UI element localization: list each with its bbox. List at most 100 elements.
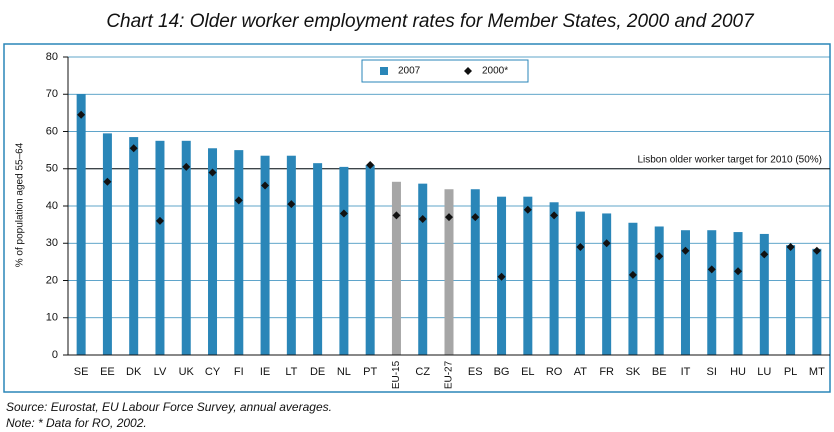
bar (129, 137, 139, 355)
bar (707, 230, 717, 355)
bar (733, 232, 743, 355)
x-tick-label: LU (757, 366, 771, 378)
bar (812, 248, 822, 355)
marker (734, 267, 743, 276)
y-tick-label: 0 (52, 349, 58, 361)
marker (550, 211, 559, 220)
bar (680, 230, 690, 355)
bar (602, 213, 612, 355)
x-tick-label: BE (652, 366, 667, 378)
marker (812, 246, 821, 255)
marker (786, 242, 795, 251)
marker (628, 270, 637, 279)
x-tick-label: IE (260, 366, 270, 378)
bar (523, 196, 533, 355)
y-tick-label: 30 (46, 237, 58, 249)
marker (392, 211, 401, 220)
marker (418, 215, 427, 224)
x-tick-label: EL (521, 366, 534, 378)
x-tick-label: EE (100, 366, 115, 378)
bar (759, 233, 769, 355)
marker (234, 196, 243, 205)
x-tick-label: ES (468, 366, 483, 378)
y-axis-label: % of population aged 55–64 (15, 142, 26, 267)
frame (3, 43, 831, 393)
y-tick-label: 70 (46, 88, 58, 100)
x-tick-label: LV (154, 366, 167, 378)
marker (655, 252, 664, 261)
x-tick-label: PT (363, 366, 377, 378)
bar (181, 140, 191, 355)
marker (208, 168, 217, 177)
chart-title: Chart 14: Older worker employment rates … (106, 11, 755, 32)
marker (445, 213, 453, 222)
x-tick-label: RO (546, 366, 563, 378)
marker (523, 205, 532, 214)
x-tick-label: CZ (415, 366, 430, 378)
bar (76, 94, 86, 355)
bar (444, 189, 454, 355)
x-tick-label: HU (730, 366, 746, 378)
bar (654, 226, 664, 355)
legend-box (361, 59, 529, 83)
bar (313, 163, 323, 355)
x-tick-label: DE (310, 366, 325, 378)
legend-swatch (380, 67, 388, 75)
marker (576, 242, 585, 251)
marker (77, 110, 86, 119)
y-tick-label: 10 (46, 312, 58, 324)
bar (234, 150, 244, 355)
y-tick-label: 20 (46, 274, 58, 286)
x-tick-label: DK (126, 366, 142, 378)
x-tick-label: MT (809, 366, 825, 378)
bar (391, 181, 401, 355)
bar (286, 155, 296, 355)
bar (470, 189, 480, 355)
x-tick-label: SI (707, 366, 717, 378)
x-tick-label: SE (74, 366, 89, 378)
marker (155, 216, 164, 225)
source: Source: Eurostat, EU Labour Force Survey… (6, 400, 332, 414)
legend-label: 2007 (398, 66, 421, 77)
legend-label: 2000* (482, 66, 508, 77)
y-tick-label: 60 (46, 125, 58, 137)
x-tick-label: BG (494, 366, 510, 378)
y-tick-label: 50 (46, 163, 58, 175)
marker (497, 272, 506, 281)
x-tick-label: EU-15 (391, 360, 402, 389)
marker (681, 246, 690, 255)
marker (287, 200, 296, 209)
legend-marker (464, 67, 472, 75)
x-tick-label: FI (234, 366, 244, 378)
marker (602, 239, 611, 248)
x-tick-label: CY (205, 366, 221, 378)
marker (103, 177, 112, 186)
x-tick-label: AT (574, 366, 588, 378)
reference-label: Lisbon older worker target for 2010 (50%… (637, 154, 822, 165)
x-tick-label: PL (784, 366, 797, 378)
bar (549, 202, 559, 355)
bar (575, 211, 585, 355)
x-tick-label: UK (179, 366, 195, 378)
marker (261, 181, 270, 190)
note: Note: * Data for RO, 2002. (6, 416, 147, 430)
x-tick-label: EU-27 (444, 360, 455, 389)
marker (366, 161, 375, 170)
bar (418, 183, 428, 355)
marker (760, 250, 769, 259)
x-tick-label: SK (626, 366, 641, 378)
bar (365, 165, 375, 355)
bar (339, 166, 349, 355)
marker (339, 209, 348, 218)
bar (628, 222, 638, 355)
x-tick-label: LT (285, 366, 297, 378)
x-tick-label: NL (337, 366, 351, 378)
marker (707, 265, 716, 274)
bar (155, 140, 165, 355)
marker (471, 213, 480, 222)
y-tick-label: 40 (46, 200, 58, 212)
x-tick-label: FR (599, 366, 614, 378)
marker (129, 144, 138, 153)
